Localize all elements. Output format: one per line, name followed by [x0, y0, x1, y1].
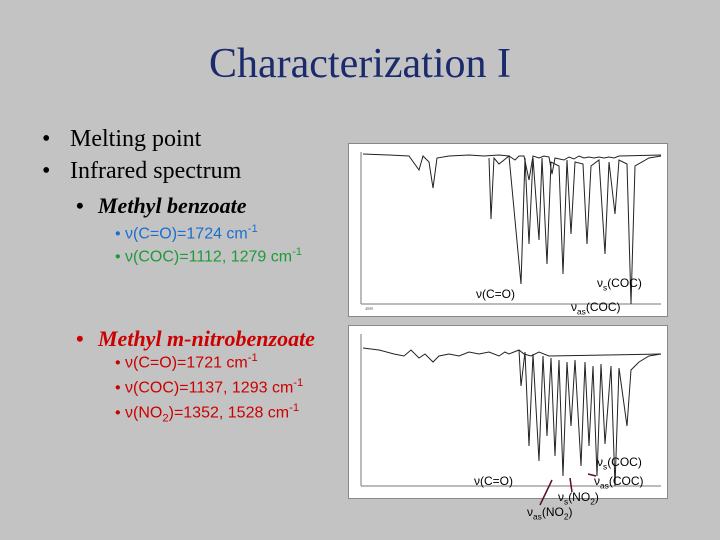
slide-title: Characterization I	[209, 41, 511, 87]
label-as-coc-2: νas(COC)	[594, 474, 644, 491]
ir-spectrum-methyl-m-nitrobenzoate	[348, 325, 668, 499]
compound-methyl-m-nitrobenzoate: • Methyl m-nitrobenzoate	[76, 326, 315, 351]
label-s-no2-2: νs(NO2)	[558, 490, 599, 507]
ir-line-co-1: • ν(C=O)=1724 cm-1	[115, 223, 258, 243]
label-s-coc-1: νs(COC)	[597, 276, 642, 293]
label-co-peak-1: ν(C=O)	[476, 287, 515, 301]
ir-line-no2-2: • ν(NO2)=1352, 1528 cm-1	[115, 402, 300, 425]
bullet-melting-point: • Melting point	[42, 126, 202, 152]
bullet-dot: •	[42, 126, 51, 152]
ir-line-co-2: • ν(C=O)=1721 cm-1	[115, 352, 258, 372]
label-s-coc-2: νs(COC)	[597, 455, 642, 472]
spectrum-plot-1: 4000	[360, 152, 662, 311]
annotation-arrows	[539, 473, 597, 506]
svg-text:4000: 4000	[365, 306, 373, 311]
bullet-dot: •	[42, 158, 51, 184]
spectrum-plot-2	[360, 334, 662, 487]
bullet-dot: •	[76, 326, 84, 351]
label-as-no2-2: νas(NO2)	[527, 505, 573, 522]
compound-methyl-benzoate: • Methyl benzoate	[76, 193, 247, 218]
ir-spectrum-methyl-benzoate: 4000	[348, 143, 668, 317]
ir-line-coc-2: • ν(COC)=1137, 1293 cm-1	[115, 377, 304, 397]
ir-line-coc-1: • ν(COC)=1112, 1279 cm-1	[115, 246, 303, 266]
bullet-infrared-spectrum: • Infrared spectrum	[42, 158, 242, 184]
label-co-peak-2: ν(C=O)	[474, 474, 513, 488]
bullet-dot: •	[76, 193, 84, 218]
label-as-coc-1: νas(COC)	[571, 300, 621, 317]
